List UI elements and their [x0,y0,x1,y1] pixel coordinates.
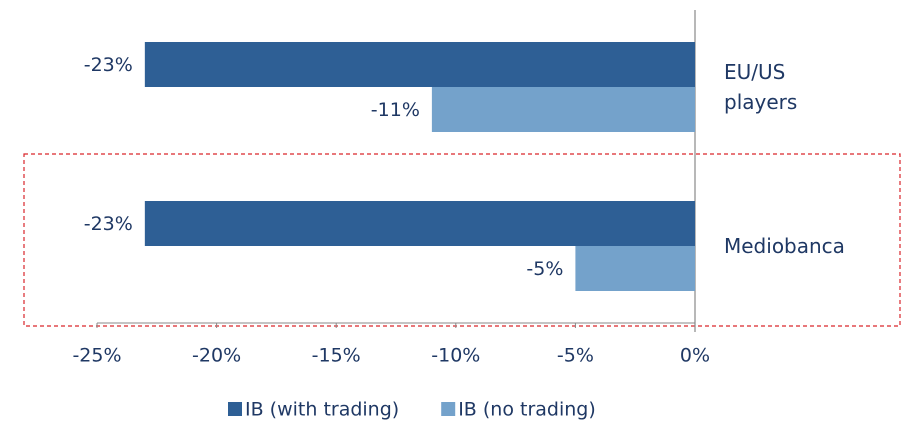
data-label: -23% [84,213,133,235]
legend-swatch [228,402,242,416]
bar [144,42,696,87]
data-label: -23% [84,54,133,76]
x-tick-label: -15% [312,345,361,367]
legend-label: IB (no trading) [458,399,596,421]
bar [431,87,695,132]
legend-label: IB (with trading) [245,399,399,421]
legend-swatch [441,402,456,416]
bar [575,246,695,291]
x-tick-label: -20% [192,345,241,367]
x-tick-label: -25% [72,345,121,367]
x-tick-label: 0% [680,345,710,367]
bar [144,201,696,246]
x-tick-label: -5% [557,345,594,367]
data-label: -5% [526,258,563,280]
highlight-box [23,153,901,327]
category-label: EU/US players [724,60,798,114]
x-tick-label: -10% [431,345,480,367]
category-label: Mediobanca [724,234,845,258]
data-label: -11% [371,99,420,121]
